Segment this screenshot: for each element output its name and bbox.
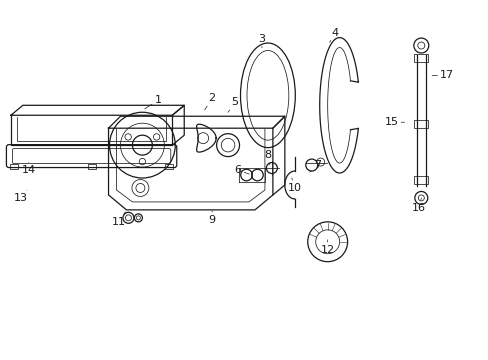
- Bar: [413, 54, 427, 62]
- Text: 16: 16: [411, 198, 426, 213]
- Text: 8: 8: [264, 150, 271, 165]
- Text: 6: 6: [234, 165, 249, 175]
- Text: 3: 3: [258, 33, 265, 48]
- Text: 15: 15: [384, 117, 404, 127]
- Bar: [87, 164, 95, 169]
- Bar: [413, 120, 427, 128]
- Text: 17: 17: [431, 71, 453, 80]
- Bar: [413, 176, 427, 184]
- Text: 4: 4: [329, 28, 338, 42]
- Text: 14: 14: [22, 162, 36, 175]
- Text: 11: 11: [111, 212, 125, 227]
- Text: 9: 9: [208, 211, 215, 225]
- Text: 12: 12: [320, 240, 334, 255]
- Text: 1: 1: [144, 95, 162, 109]
- Bar: [165, 164, 173, 169]
- Text: 13: 13: [14, 190, 28, 203]
- Text: 10: 10: [287, 178, 301, 193]
- Text: 2: 2: [204, 93, 215, 110]
- Text: 5: 5: [227, 97, 238, 112]
- Text: 7: 7: [309, 160, 321, 172]
- Bar: [10, 164, 18, 169]
